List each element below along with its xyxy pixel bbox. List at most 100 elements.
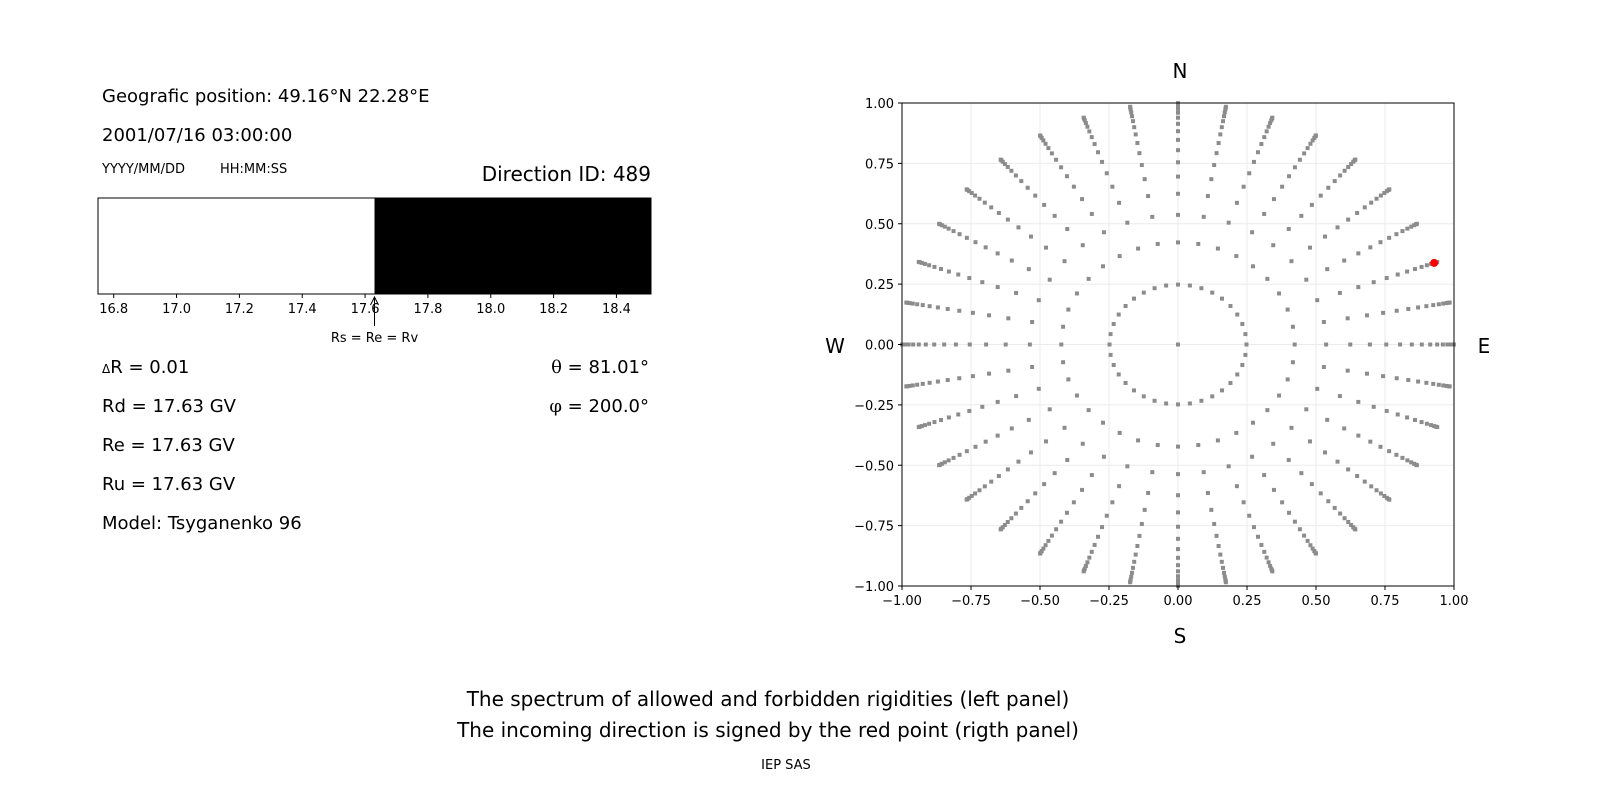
- direction-point: [977, 488, 982, 493]
- direction-point: [1289, 425, 1294, 430]
- direction-point: [1348, 342, 1353, 347]
- direction-point: [1255, 150, 1260, 155]
- direction-point: [967, 276, 972, 281]
- direction-point: [951, 455, 956, 460]
- direction-point: [957, 452, 962, 457]
- direction-point: [1129, 574, 1134, 579]
- direction-point: [1111, 362, 1116, 367]
- direction-point: [1271, 487, 1276, 492]
- direction-point: [1223, 104, 1228, 109]
- direction-point: [1009, 258, 1014, 263]
- direction-point: [1250, 264, 1255, 269]
- x-tick-label: −0.50: [1020, 594, 1060, 609]
- direction-point: [1371, 280, 1376, 285]
- direction-point: [1086, 276, 1091, 281]
- direction-point: [1209, 177, 1214, 182]
- direction-point: [1080, 487, 1085, 492]
- direction-point: [942, 342, 947, 347]
- x-tick-label: 17.0: [162, 302, 191, 317]
- direction-point: [1155, 241, 1160, 246]
- direction-point: [1222, 574, 1227, 579]
- direction-point: [1135, 543, 1140, 548]
- y-tick-label: 0.25: [865, 278, 894, 293]
- direction-point: [1216, 543, 1221, 548]
- phi-value: φ = 200.0°: [549, 396, 649, 417]
- annotation-arrowhead: [370, 295, 379, 306]
- direction-point: [1228, 303, 1233, 308]
- direction-point: [1394, 452, 1399, 457]
- direction-point: [989, 205, 994, 210]
- direction-point: [964, 449, 969, 454]
- rd-value: Rd = 17.63 GV: [102, 396, 237, 417]
- direction-point: [1400, 455, 1405, 460]
- direction-point: [1009, 168, 1014, 173]
- y-tick-label: 1.00: [865, 97, 894, 112]
- direction-point: [1164, 401, 1169, 406]
- direction-point: [1290, 324, 1295, 329]
- direction-point: [987, 313, 992, 318]
- direction-point: [984, 342, 989, 347]
- direction-point: [1176, 555, 1180, 560]
- direction-point: [1447, 384, 1452, 389]
- direction-point: [1141, 290, 1146, 295]
- direction-point: [1009, 426, 1014, 431]
- direction-point: [1196, 443, 1201, 448]
- direction-point: [1066, 377, 1071, 382]
- direction-point: [1176, 524, 1180, 529]
- direction-point: [1059, 165, 1064, 170]
- direction-point: [1315, 386, 1320, 391]
- direction-point: [1266, 124, 1271, 129]
- direction-point: [942, 224, 947, 229]
- direction-point: [973, 444, 978, 449]
- direction-point: [1299, 471, 1304, 476]
- direction-point: [1387, 497, 1392, 502]
- x-tick-label: 17.2: [225, 302, 254, 317]
- direction-point: [1218, 552, 1223, 557]
- direction-point: [969, 493, 974, 498]
- direction-point: [1432, 424, 1437, 429]
- direction-point: [1221, 119, 1226, 124]
- x-tick-label: 18.2: [539, 302, 568, 317]
- direction-point: [996, 210, 1001, 215]
- direction-point: [1244, 342, 1249, 347]
- direction-point: [1356, 433, 1361, 438]
- direction-point: [1326, 185, 1331, 190]
- direction-point: [957, 308, 962, 313]
- direction-point: [1307, 245, 1312, 250]
- direction-point: [1250, 454, 1255, 459]
- direction-point: [1315, 298, 1320, 303]
- direction-point: [970, 374, 975, 379]
- direction-point: [1310, 138, 1315, 143]
- direction-point: [1047, 407, 1052, 412]
- direction-point: [939, 417, 944, 422]
- direction-point: [989, 479, 994, 484]
- direction-point: [1297, 157, 1302, 162]
- direction-point: [1123, 381, 1128, 386]
- direction-point: [1092, 142, 1097, 147]
- direction-point: [964, 235, 969, 240]
- direction-point: [1416, 305, 1421, 310]
- direction-point: [1234, 430, 1239, 435]
- direction-point: [1215, 438, 1220, 443]
- direction-point: [1321, 319, 1326, 324]
- direction-point: [1081, 115, 1086, 120]
- y-tick-label: −0.75: [854, 520, 894, 535]
- direction-point: [1321, 365, 1326, 370]
- direction-point: [1176, 472, 1180, 477]
- direction-point: [1342, 258, 1347, 263]
- caption-line-1: The spectrum of allowed and forbidden ri…: [466, 687, 1070, 711]
- direction-point: [964, 497, 969, 502]
- direction-point: [1215, 246, 1220, 251]
- direction-point: [1355, 210, 1360, 215]
- direction-point: [906, 342, 911, 347]
- delta-r: ΔR = 0.01: [102, 357, 189, 378]
- direction-point: [1176, 137, 1180, 142]
- annotation-label: Rs = Re = Rv: [331, 331, 419, 346]
- direction-point: [970, 310, 975, 315]
- x-tick-label: 0.00: [1164, 594, 1193, 609]
- direction-point: [1219, 559, 1224, 564]
- direction-point: [1089, 211, 1094, 216]
- direction-point: [1081, 569, 1086, 574]
- direction-point: [922, 261, 927, 266]
- direction-point: [1110, 184, 1115, 189]
